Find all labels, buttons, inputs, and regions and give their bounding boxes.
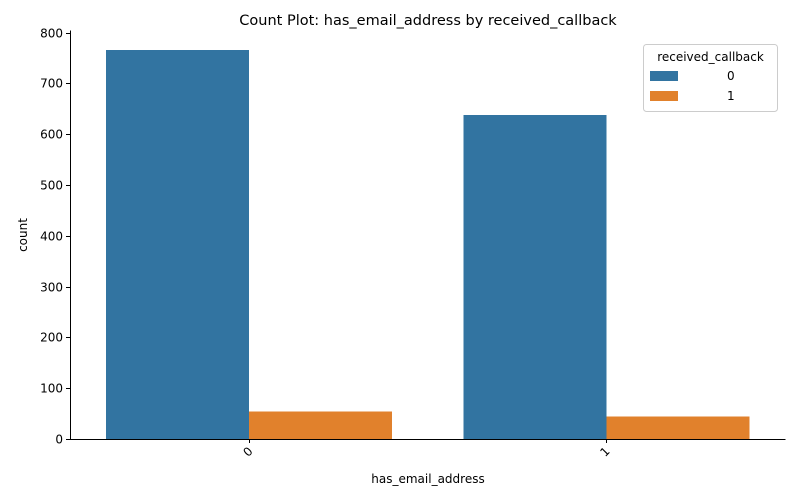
y-tick-label: 600 bbox=[40, 128, 63, 142]
y-tick-label: 200 bbox=[40, 331, 63, 345]
y-tick-label: 700 bbox=[40, 77, 63, 91]
y-tick-label: 100 bbox=[40, 382, 63, 396]
y-tick-label: 0 bbox=[55, 433, 63, 447]
bar-cat-0-series-1 bbox=[248, 411, 392, 439]
bar-cat-1-series-1 bbox=[606, 416, 750, 439]
y-tick-label: 400 bbox=[40, 230, 63, 244]
legend-label-0: 0 bbox=[727, 69, 735, 83]
legend-label-1: 1 bbox=[727, 89, 735, 103]
y-axis: 0 100 200 300 400 500 600 700 800 bbox=[40, 27, 70, 447]
legend-swatch-0 bbox=[650, 71, 678, 81]
chart-title: Count Plot: has_email_address by receive… bbox=[239, 13, 617, 29]
bar-cat-1-series-0 bbox=[463, 114, 607, 439]
legend-title: received_callback bbox=[657, 50, 764, 64]
bar-cat-0-series-0 bbox=[105, 49, 249, 440]
y-axis-label: count bbox=[16, 218, 30, 252]
x-tick-label: 1 bbox=[597, 444, 612, 459]
y-tick-label: 300 bbox=[40, 281, 63, 295]
plot-frame-left-bottom bbox=[70, 30, 786, 440]
legend: received_callback 0 1 bbox=[643, 44, 778, 112]
x-axis-label: has_email_address bbox=[371, 472, 484, 486]
bars-group bbox=[105, 49, 750, 440]
legend-swatch-1 bbox=[650, 91, 678, 101]
y-tick-label: 800 bbox=[40, 27, 63, 41]
y-tick-label: 500 bbox=[40, 179, 63, 193]
x-tick-label: 0 bbox=[240, 444, 255, 459]
